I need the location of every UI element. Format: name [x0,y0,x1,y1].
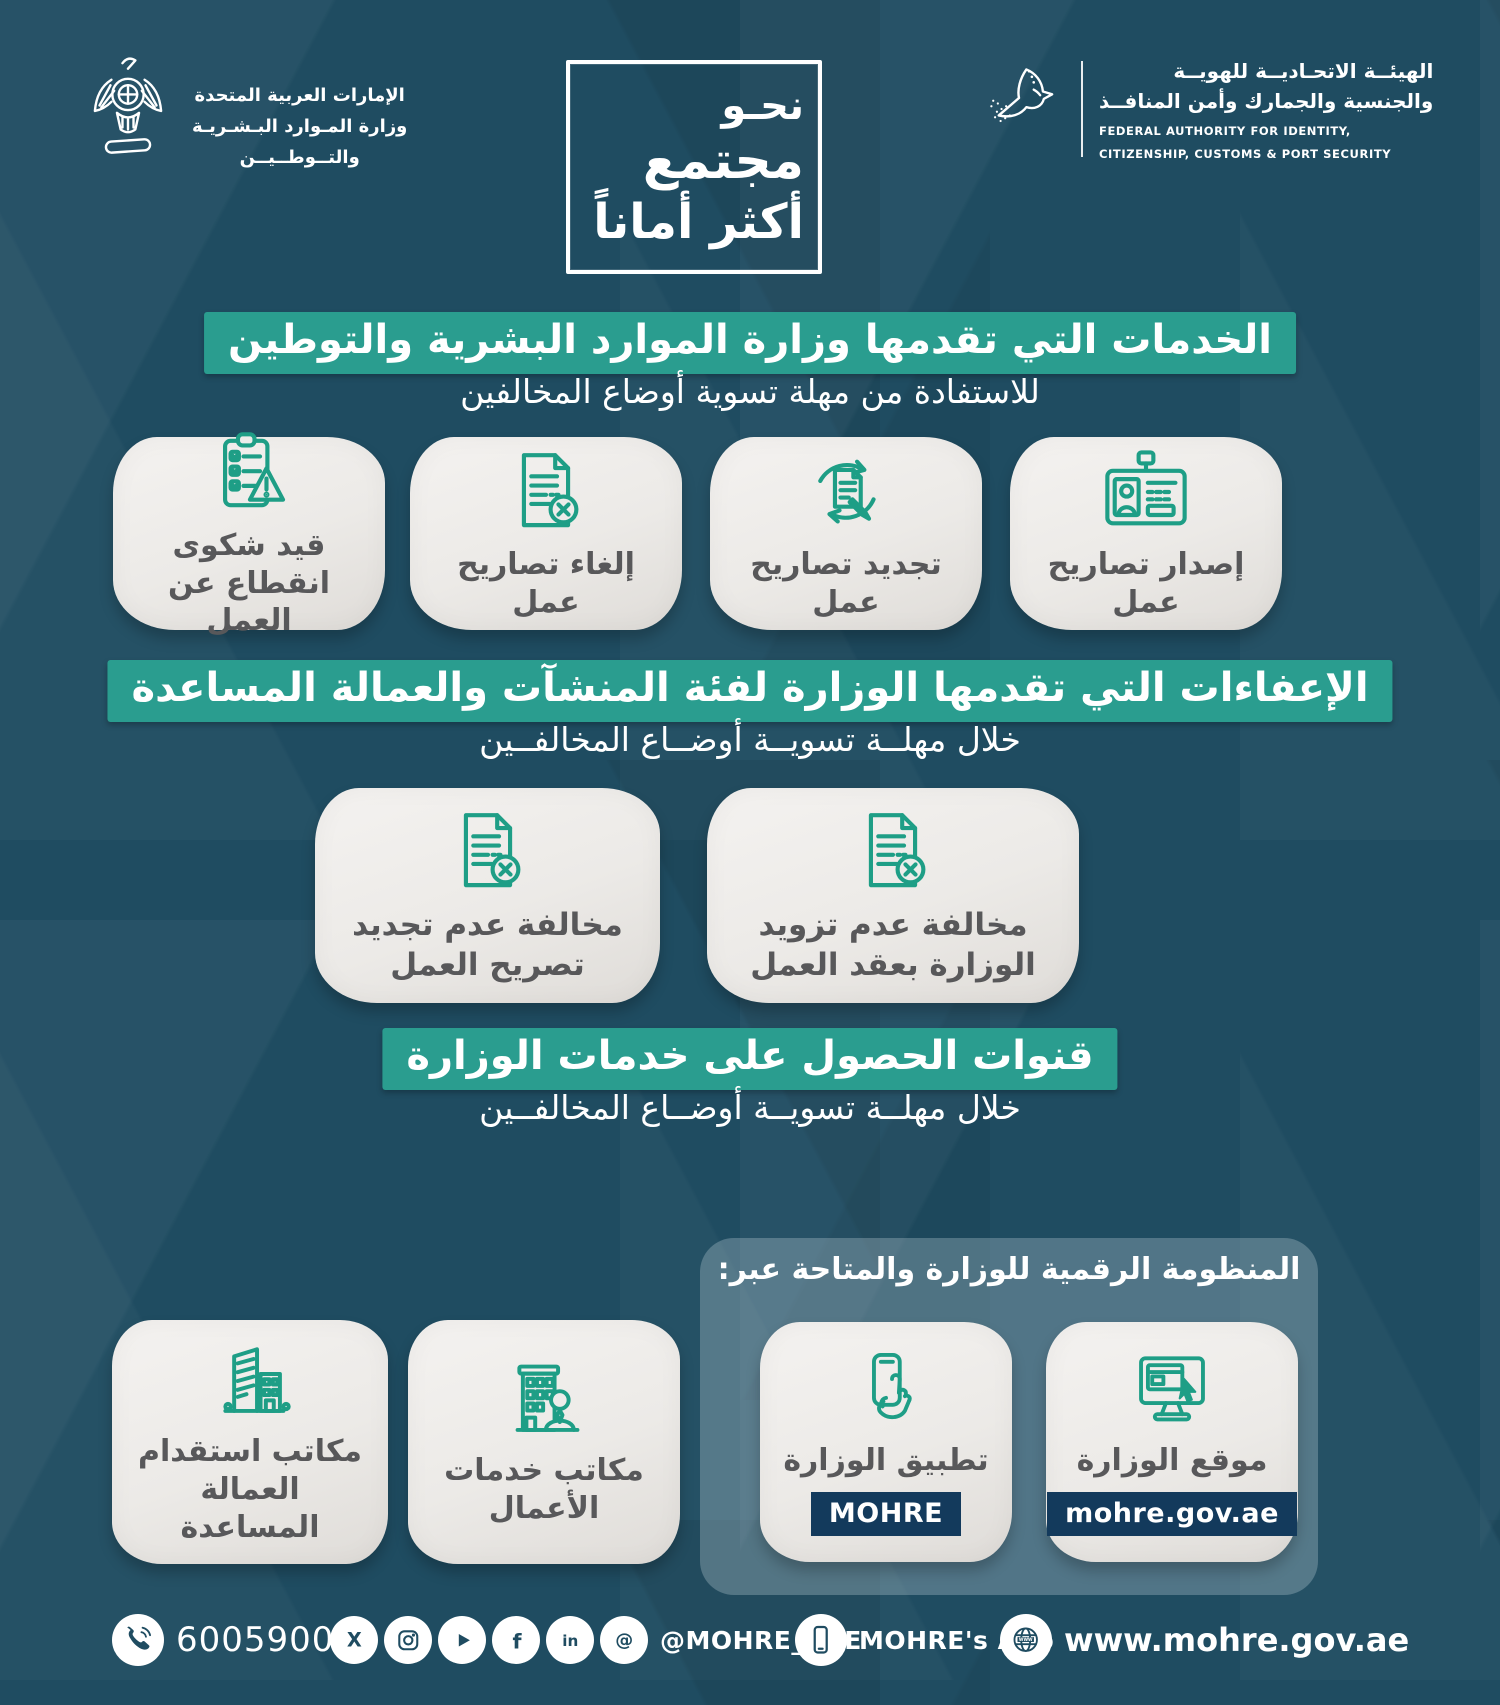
renew-document-icon [818,459,876,524]
smartphone-icon [795,1614,847,1666]
app-name-badge[interactable]: MOHRE [810,1491,962,1536]
website-url-badge[interactable]: mohre.gov.ae [1047,1491,1297,1536]
business-office-icon [515,1364,580,1433]
youtube-icon[interactable] [438,1616,486,1664]
channel-card-website: موقع الوزارة mohre.gov.ae [1046,1322,1298,1562]
channel-card-business-offices: مكاتب خدمات الأعمال [408,1320,680,1564]
linkedin-icon[interactable]: in [546,1616,594,1664]
authority-logo: الهيئــة الاتحـاديــة للهويــة والجنسية … [973,56,1433,162]
facebook-icon[interactable]: f [492,1616,540,1664]
id-card-icon [1105,450,1187,526]
service-card-renew-permits: تجديد تصاريح عمل [710,437,982,630]
card-label: قيد شكوى انقطاع عن العمل [167,527,331,639]
footer-socials: X f in @ @MOHRE_UAE [330,1612,862,1668]
svg-text:f: f [512,1629,522,1653]
card-label: مكاتب استقدام العمالة المساعدة [138,1434,362,1545]
app-hand-phone-icon [872,1353,912,1420]
globe-www-icon: WWW [1000,1614,1052,1666]
digital-panel-title: المنظومة الرقمية للوزارة والمتاحة عبر: [717,1252,1301,1287]
campaign-logo-text: نحـو مجتمع أكثر أماناً [593,83,804,250]
card-label: مخالفة عدم تجديد تصريح العمل [352,907,623,983]
channel-card-app: تطبيق الوزارة MOHRE [760,1322,1012,1562]
service-card-issue-permits: إصدار تصاريح عمل [1010,437,1282,630]
svg-text:@: @ [615,1630,633,1651]
card-label: مخالفة عدم تزويد الوزارة بعقد العمل [750,907,1036,983]
section2-title-band: الإعفاءات التي تقدمها الوزارة لفئة المنش… [107,660,1393,722]
uae-emblem-icon [93,57,163,154]
threads-icon[interactable]: @ [600,1616,648,1664]
section1-title-band: الخدمات التي تقدمها وزارة الموارد البشري… [204,312,1296,374]
svg-text:in: in [562,1632,578,1650]
ministry-name: الإمارات العربية المتحدة وزارة المـوارد … [192,85,408,168]
recruitment-office-icon [223,1347,291,1414]
instagram-icon[interactable] [384,1616,432,1664]
footer-website: WWW www.mohre.gov.ae [1000,1612,1409,1668]
website-url[interactable]: www.mohre.gov.ae [1064,1621,1410,1659]
channel-card-recruitment-offices: مكاتب استقدام العمالة المساعدة [112,1320,388,1564]
service-card-absence-complaint: قيد شكوى انقطاع عن العمل [113,432,385,638]
x-twitter-icon[interactable]: X [330,1616,378,1664]
document-cancel-icon [463,813,520,888]
campaign-logo-frame: نحـو مجتمع أكثر أماناً [566,60,822,274]
complaint-clipboard-icon [223,432,286,508]
card-label: تطبيق الوزارة [783,1443,989,1479]
card-label: إصدار تصاريح عمل [1047,546,1245,620]
document-cancel-icon [868,813,926,888]
phone-icon [112,1614,164,1666]
card-label: مكاتب خدمات الأعمال [444,1453,644,1526]
document-cancel-icon [521,452,579,527]
svg-text:X: X [347,1628,362,1651]
card-label: موقع الوزارة [1076,1443,1268,1479]
falcon-icon [990,68,1054,123]
section1-subtitle: للاستفادة من مهلة تسوية أوضاع المخالفين [460,372,1040,411]
card-label: إلغاء تصاريح عمل [457,546,635,620]
svg-text:WWW: WWW [1019,1637,1033,1642]
section3-subtitle: خلال مهلــة تسويــة أوضــاع المخالفــين [479,1088,1021,1127]
service-card-cancel-permits: إلغاء تصاريح عمل [410,437,682,630]
section3-title-band: قنوات الحصول على خدمات الوزارة [382,1028,1118,1090]
ministry-logo: الإمارات العربية المتحدة وزارة المـوارد … [82,52,407,173]
card-label: تجديد تصاريح عمل [750,546,942,620]
logo-divider [1081,61,1083,157]
website-monitor-icon [1139,1356,1205,1422]
authority-name: الهيئــة الاتحـاديــة للهويــة والجنسية … [1099,59,1434,161]
exemption-card-no-renewal: مخالفة عدم تجديد تصريح العمل [315,788,660,1003]
exemption-card-no-contract: مخالفة عدم تزويد الوزارة بعقد العمل [707,788,1079,1003]
section2-subtitle: خلال مهلــة تسويــة أوضــاع المخالفــين [479,720,1021,759]
